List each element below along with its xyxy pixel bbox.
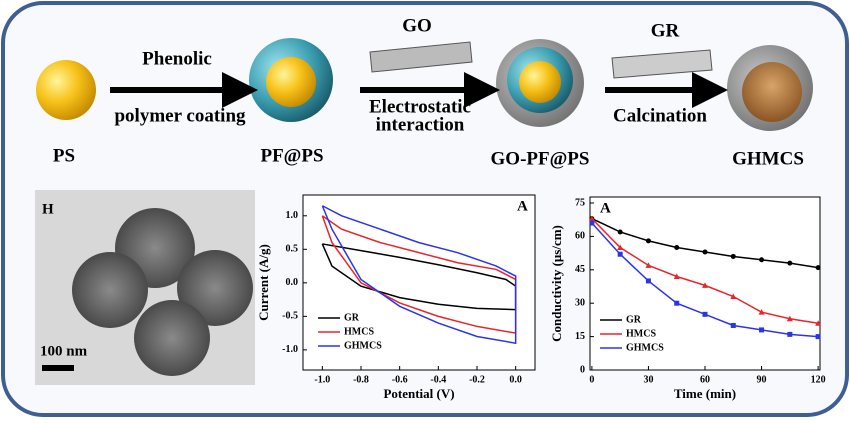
y-tick-label: -1.0 [282, 344, 298, 355]
marker [674, 245, 679, 250]
y-tick-label: 30 [575, 298, 585, 309]
legend-label: GR [626, 314, 642, 325]
y-tick-label: 1.0 [286, 210, 299, 221]
x-tick-label: 60 [700, 374, 710, 385]
marker [646, 278, 651, 283]
marker [589, 221, 594, 226]
marker [618, 229, 623, 234]
marker [816, 265, 821, 270]
y-tick-label: 60 [575, 231, 585, 242]
y-tick-label: 45 [575, 264, 585, 275]
y-axis-label: Current (A/g) [256, 244, 271, 321]
arrow-label: Calcination [613, 105, 707, 126]
marker [759, 327, 764, 332]
marker [703, 312, 708, 317]
particle [72, 252, 148, 328]
legend-label: GR [344, 312, 360, 323]
marker [816, 334, 821, 339]
y-tick-label: -0.5 [282, 311, 298, 322]
y-tick-label: 15 [575, 331, 585, 342]
gh-cavity [742, 62, 802, 122]
y-tick-label: 0.0 [286, 277, 299, 288]
node-label: GHMCS [732, 148, 804, 169]
scale-bar-label: 100 nm [40, 343, 88, 359]
x-tick-label: 30 [643, 374, 653, 385]
ps-sphere [36, 60, 96, 120]
x-tick-label: 0 [589, 374, 594, 385]
scale-bar [42, 365, 74, 371]
y-tick-label: 75 [575, 197, 585, 208]
node-label: PF@PS [260, 145, 323, 166]
node-label: PS [53, 145, 75, 166]
y-axis-label: Conductivity (μs/cm) [549, 225, 564, 342]
marker [674, 301, 679, 306]
go-core [519, 61, 561, 103]
x-tick-label: -0.2 [469, 374, 485, 385]
x-axis-label: Potential (V) [383, 386, 454, 401]
x-tick-label: -0.4 [430, 374, 446, 385]
arrow-label: Phenolic [142, 48, 212, 69]
pf-core [266, 57, 316, 107]
arrow-label: polymer coating [114, 105, 246, 126]
x-tick-label: -0.6 [392, 374, 408, 385]
marker [646, 238, 651, 243]
arrow-label: interaction [376, 114, 465, 135]
marker [731, 323, 736, 328]
legend-label: HMCS [626, 328, 656, 339]
particle [134, 300, 210, 376]
marker [618, 252, 623, 257]
x-tick-label: 90 [757, 374, 767, 385]
marker [731, 254, 736, 259]
marker [703, 249, 708, 254]
x-tick-label: -0.8 [353, 374, 369, 385]
arrow-label: GR [651, 20, 680, 41]
tem-image: H 100 nm [35, 190, 255, 385]
legend-label: GHMCS [626, 342, 664, 353]
node-label: GO-PF@PS [491, 148, 590, 169]
marker [787, 261, 792, 266]
legend-label: HMCS [344, 326, 374, 337]
panel-label: H [42, 201, 54, 217]
x-axis-label: Time (min) [674, 386, 736, 401]
y-tick-label: 0.5 [286, 244, 299, 255]
legend-label: GHMCS [344, 340, 382, 351]
figure: PS PF@PS GO-PF@PS GHMCS Phenolic polymer… [0, 0, 850, 418]
y-tick-label: 0 [580, 364, 585, 375]
panel-label: A [600, 200, 611, 216]
arrow-label: GO [402, 15, 432, 36]
x-tick-label: -1.0 [314, 374, 330, 385]
marker [759, 257, 764, 262]
plot-area [303, 195, 535, 370]
x-tick-label: 0.0 [509, 374, 522, 385]
panel-label: A [517, 198, 528, 214]
x-tick-label: 120 [811, 374, 826, 385]
marker [787, 332, 792, 337]
